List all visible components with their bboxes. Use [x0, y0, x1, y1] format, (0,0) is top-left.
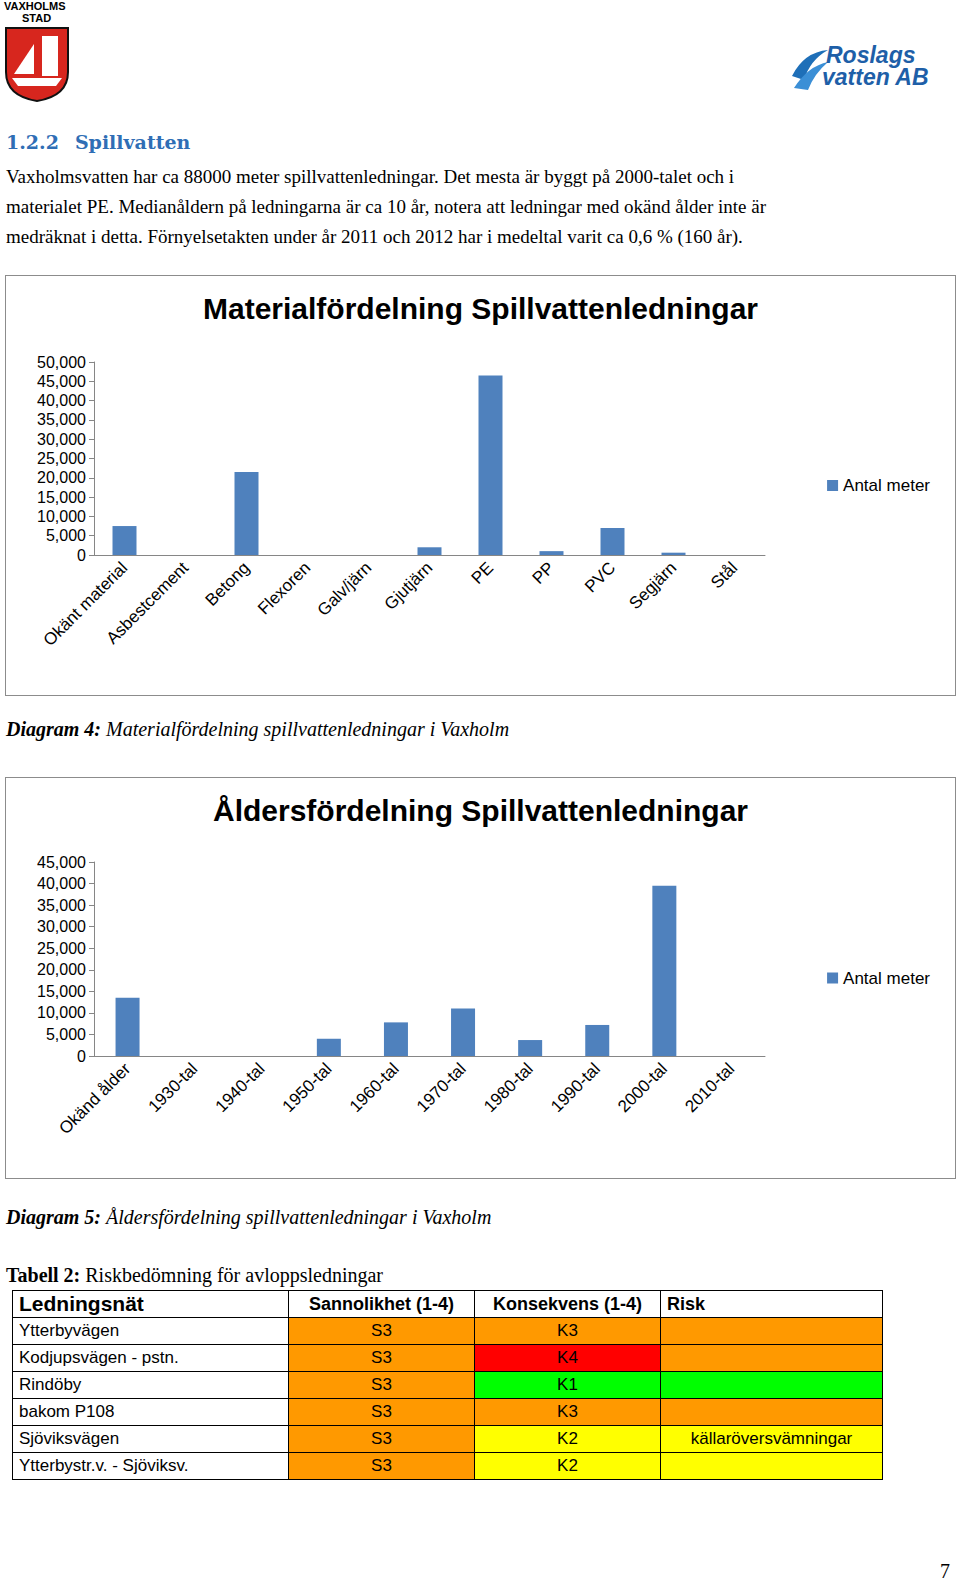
- html-text:S3: S3: [371, 1348, 392, 1367]
- html-text:S3: S3: [371, 1429, 392, 1448]
- svg-text:50,000: 50,000: [37, 354, 86, 371]
- html-text:Sannolikhet (1-4): Sannolikhet (1-4): [309, 1293, 454, 1314]
- html-text:Ytterbystr.v. - Sjöviksv.: Ytterbystr.v. - Sjöviksv.: [19, 1456, 189, 1475]
- html-text:VAXHOLMS: VAXHOLMS: [4, 0, 66, 12]
- svg-text:PP: PP: [529, 558, 558, 587]
- svg-text:Galv/järn: Galv/järn: [314, 558, 375, 619]
- svg-text:Segjärn: Segjärn: [625, 558, 680, 613]
- html-text:Ledningsnät: Ledningsnät: [19, 1292, 144, 1315]
- svg-text:25,000: 25,000: [37, 940, 86, 957]
- svg-text:1970-tal: 1970-tal: [413, 1059, 470, 1116]
- svg-text:1960-tal: 1960-tal: [346, 1059, 403, 1116]
- svg-text:45,000: 45,000: [37, 373, 86, 390]
- html-text:Rindöby: Rindöby: [19, 1375, 82, 1394]
- svg-text:20,000: 20,000: [37, 961, 86, 978]
- html-text:S3: S3: [371, 1375, 392, 1394]
- svg-text:1930-tal: 1930-tal: [145, 1059, 202, 1116]
- html-text:7: 7: [940, 1560, 950, 1582]
- html-text:Roslags: Roslags: [826, 42, 916, 68]
- svg-text:20,000: 20,000: [37, 469, 86, 486]
- svg-text:Stål: Stål: [707, 558, 741, 592]
- svg-text:Åldersfördelning Spillvattenle: Åldersfördelning Spillvattenledningar: [213, 794, 748, 827]
- html-text:K3: K3: [557, 1402, 578, 1421]
- html-text:vatten AB: vatten AB: [822, 64, 929, 90]
- html-text:K2: K2: [557, 1456, 578, 1475]
- html-text:Risk: Risk: [667, 1293, 705, 1314]
- svg-text:Materialfördelning Spillvatten: Materialfördelning Spillvattenledningar: [203, 292, 758, 325]
- svg-text:30,000: 30,000: [37, 431, 86, 448]
- html-text:Ytterbyvägen: Ytterbyvägen: [19, 1321, 120, 1340]
- html-text:medräknat i detta. Förnyelseta: medräknat i detta. Förnyelsetakten under…: [6, 226, 743, 247]
- svg-text:35,000: 35,000: [37, 897, 86, 914]
- svg-text:15,000: 15,000: [37, 489, 86, 506]
- html-text:1.2.2: 1.2.2: [6, 131, 59, 153]
- svg-text:2010-tal: 2010-tal: [681, 1059, 738, 1116]
- svg-text:40,000: 40,000: [37, 875, 86, 892]
- svg-text:5,000: 5,000: [46, 527, 86, 544]
- svg-text:2000-tal: 2000-tal: [614, 1059, 671, 1116]
- svg-text:1990-tal: 1990-tal: [547, 1059, 604, 1116]
- svg-text:45,000: 45,000: [37, 854, 86, 871]
- html-text:Spillvatten: Spillvatten: [74, 131, 191, 153]
- svg-text:35,000: 35,000: [37, 411, 86, 428]
- html-text:bakom P108: bakom P108: [19, 1402, 115, 1421]
- svg-text:Betong: Betong: [202, 558, 254, 610]
- html-text:Vaxholmsvatten har ca 88000 me: Vaxholmsvatten har ca 88000 meter spillv…: [6, 166, 735, 187]
- html-text:K3: K3: [557, 1321, 578, 1340]
- html-text:Diagram 5: Åldersfördelning sp: Diagram 5: Åldersfördelning spillvattenl…: [6, 1206, 492, 1228]
- html-text:Tabell 2: Riskbedömning för av: Tabell 2: Riskbedömning för avloppsledni…: [6, 1264, 383, 1286]
- svg-text:10,000: 10,000: [37, 1004, 86, 1021]
- svg-text:PE: PE: [468, 558, 497, 587]
- html-text:Sjöviksvägen: Sjöviksvägen: [19, 1429, 120, 1448]
- svg-text:Okänt material: Okänt material: [39, 558, 132, 650]
- svg-text:5,000: 5,000: [46, 1026, 86, 1043]
- html-text:S3: S3: [371, 1321, 392, 1340]
- html-text:Kodjupsvägen - pstn.: Kodjupsvägen - pstn.: [19, 1348, 179, 1367]
- html-text:Konsekvens (1-4): Konsekvens (1-4): [493, 1293, 642, 1314]
- html-text:STAD: STAD: [22, 12, 52, 24]
- html-text:Diagram 4: Materialfördelning: Diagram 4: Materialfördelning spillvatte…: [6, 718, 510, 740]
- svg-text:0: 0: [77, 547, 86, 564]
- svg-text:Gjutjärn: Gjutjärn: [381, 558, 436, 613]
- html-text:materialet PE. Medianåldern på: materialet PE. Medianåldern på ledningar…: [6, 196, 766, 217]
- svg-text:Asbestcement: Asbestcement: [103, 558, 193, 648]
- svg-text:Flexoren: Flexoren: [254, 558, 314, 618]
- html-text:S3: S3: [371, 1402, 392, 1421]
- svg-text:15,000: 15,000: [37, 983, 86, 1000]
- svg-text:PVC: PVC: [581, 558, 619, 596]
- svg-text:25,000: 25,000: [37, 450, 86, 467]
- svg-text:1940-tal: 1940-tal: [212, 1059, 269, 1116]
- svg-text:0: 0: [77, 1048, 86, 1065]
- html-text:S3: S3: [371, 1456, 392, 1475]
- svg-text:40,000: 40,000: [37, 392, 86, 409]
- svg-text:Antal meter: Antal meter: [843, 476, 930, 495]
- html-text:K2: K2: [557, 1429, 578, 1448]
- svg-text:1950-tal: 1950-tal: [279, 1059, 336, 1116]
- svg-text:30,000: 30,000: [37, 918, 86, 935]
- svg-text:Antal meter: Antal meter: [843, 969, 930, 988]
- html-text:källaröversvämningar: källaröversvämningar: [690, 1429, 853, 1448]
- svg-text:Okänd ålder: Okänd ålder: [55, 1059, 134, 1138]
- svg-text:1980-tal: 1980-tal: [480, 1059, 537, 1116]
- svg-text:10,000: 10,000: [37, 508, 86, 525]
- html-text:K1: K1: [557, 1375, 578, 1394]
- html-text:K4: K4: [557, 1348, 578, 1367]
